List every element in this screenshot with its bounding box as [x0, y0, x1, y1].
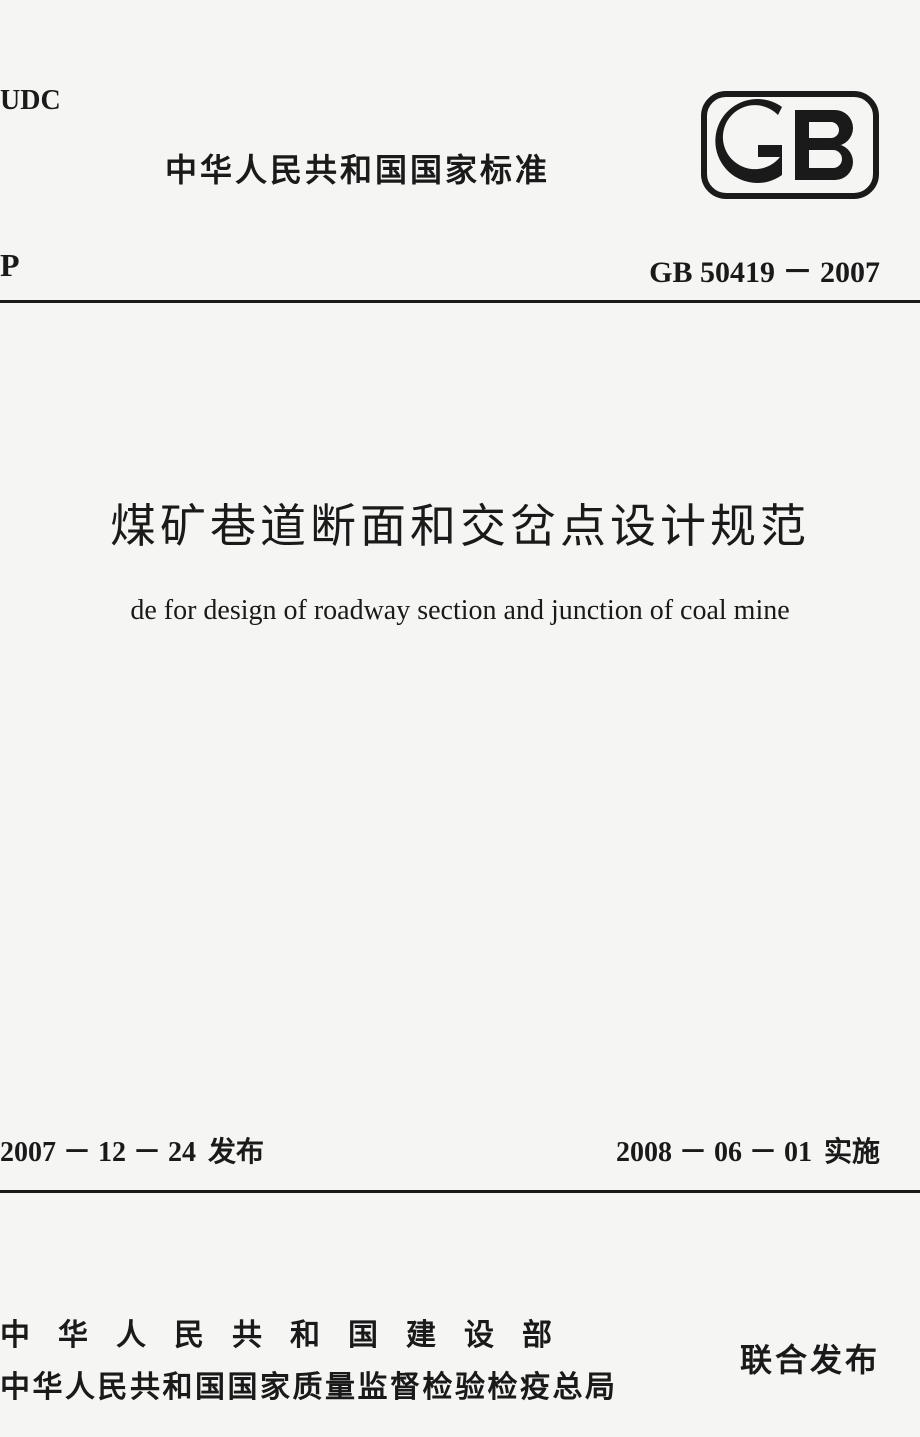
p-classification-label: P: [0, 247, 20, 284]
document-title-chinese: 煤矿巷道断面和交岔点设计规范: [0, 490, 920, 556]
joint-publish-label: 联合发布: [740, 1335, 880, 1381]
issue-date-value: 2007 － 12 － 24: [0, 1137, 196, 1168]
bottom-horizontal-rule: [0, 1190, 920, 1193]
gb-logo-icon: [700, 90, 880, 200]
issue-date: 2007 － 12 － 24 发布: [0, 1130, 264, 1170]
issuer-ministry-construction: 中华人民共和国建设部: [0, 1310, 618, 1354]
impl-date-value: 2008 － 06 － 01: [616, 1137, 812, 1168]
issue-date-label: 发布: [208, 1136, 264, 1167]
document-cover-page: UDC 中华人民共和国国家标准 P GB 50419 － 2007 煤矿巷道断面…: [0, 0, 920, 1437]
issuing-authorities: 中华人民共和国建设部 中华人民共和国国家质量监督检验检疫总局 联合发布: [0, 1310, 920, 1406]
implementation-date: 2008 － 06 － 01 实施: [616, 1130, 880, 1170]
top-horizontal-rule: [0, 300, 920, 303]
national-standard-heading: 中华人民共和国国家标准: [165, 145, 550, 191]
issuer-quality-supervision: 中华人民共和国国家质量监督检验检疫总局: [0, 1362, 618, 1406]
document-title-english: de for design of roadway section and jun…: [0, 595, 920, 627]
impl-date-label: 实施: [824, 1136, 880, 1167]
udc-label: UDC: [0, 85, 61, 117]
standard-number: GB 50419 － 2007: [649, 247, 880, 291]
issuer-names: 中华人民共和国建设部 中华人民共和国国家质量监督检验检疫总局: [0, 1310, 618, 1406]
